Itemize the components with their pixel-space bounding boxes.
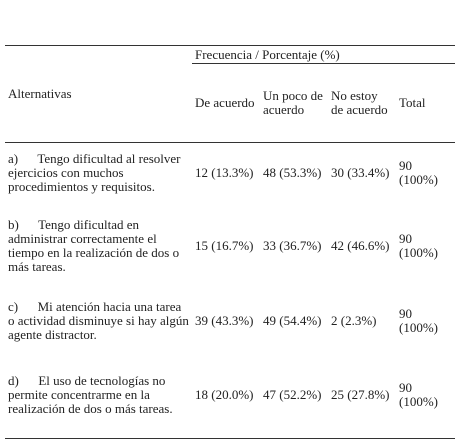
group-header: Frecuencia / Porcentaje (%) (192, 45, 456, 64)
table-cell: 25 (27.8%) (331, 387, 390, 403)
table-body: a) Tengo dificultad al resolver ejercici… (5, 143, 455, 439)
table-cell: 90 (100%) (399, 380, 438, 410)
table-cell: 2 (2.3%) (331, 312, 377, 328)
table-cell: 15 (16.7%) (195, 238, 254, 253)
header-row: De acuerdo Un poco de acuerdo No estoy d… (5, 63, 456, 143)
group-header-row: Alternativas Frecuencia / Porcentaje (%) (5, 45, 456, 143)
column-header: De acuerdo (192, 63, 260, 143)
table-cell: 48 (53.3%) (263, 165, 322, 181)
table-row: a) Tengo dificultad al resolver ejercici… (5, 143, 455, 204)
column-header: Un poco de acuerdo (260, 63, 328, 143)
table-cell: 90 (100%) (399, 231, 438, 260)
table-row: b) Tengo dificultad en administrar corre… (5, 204, 455, 289)
column-header: Alternativas (5, 45, 192, 143)
column-header: Total (396, 63, 456, 143)
table-cell: 18 (20.0%) (195, 387, 254, 403)
table-cell: 12 (13.3%) (195, 165, 254, 181)
row-label: b) Tengo dificultad en administrar corre… (8, 217, 183, 274)
table-cell: 30 (33.4%) (331, 165, 390, 181)
table-row: d) El uso de tecnologías no permite conc… (5, 353, 455, 439)
table-cell: 90 (100%) (399, 158, 438, 188)
data-table: Alternativas Frecuencia / Porcentaje (%)… (5, 45, 456, 439)
table-cell: 49 (54.4%) (263, 312, 322, 328)
row-label: a) Tengo dificultad al resolver ejercici… (8, 151, 184, 195)
table-cell: 39 (43.3%) (195, 312, 254, 328)
table-cell: 42 (46.6%) (331, 238, 390, 253)
table-cell: 47 (52.2%) (263, 387, 322, 403)
row-label: d) El uso de tecnologías no permite conc… (8, 373, 173, 417)
table-row: c) Mi atención hacia una tarea o activid… (5, 289, 455, 353)
table-cell: 33 (36.7%) (263, 238, 322, 253)
column-header: No estoy de acuerdo (328, 63, 396, 143)
table-cell: 90 (100%) (399, 305, 438, 335)
row-label: c) Mi atención hacia una tarea o activid… (8, 298, 193, 342)
